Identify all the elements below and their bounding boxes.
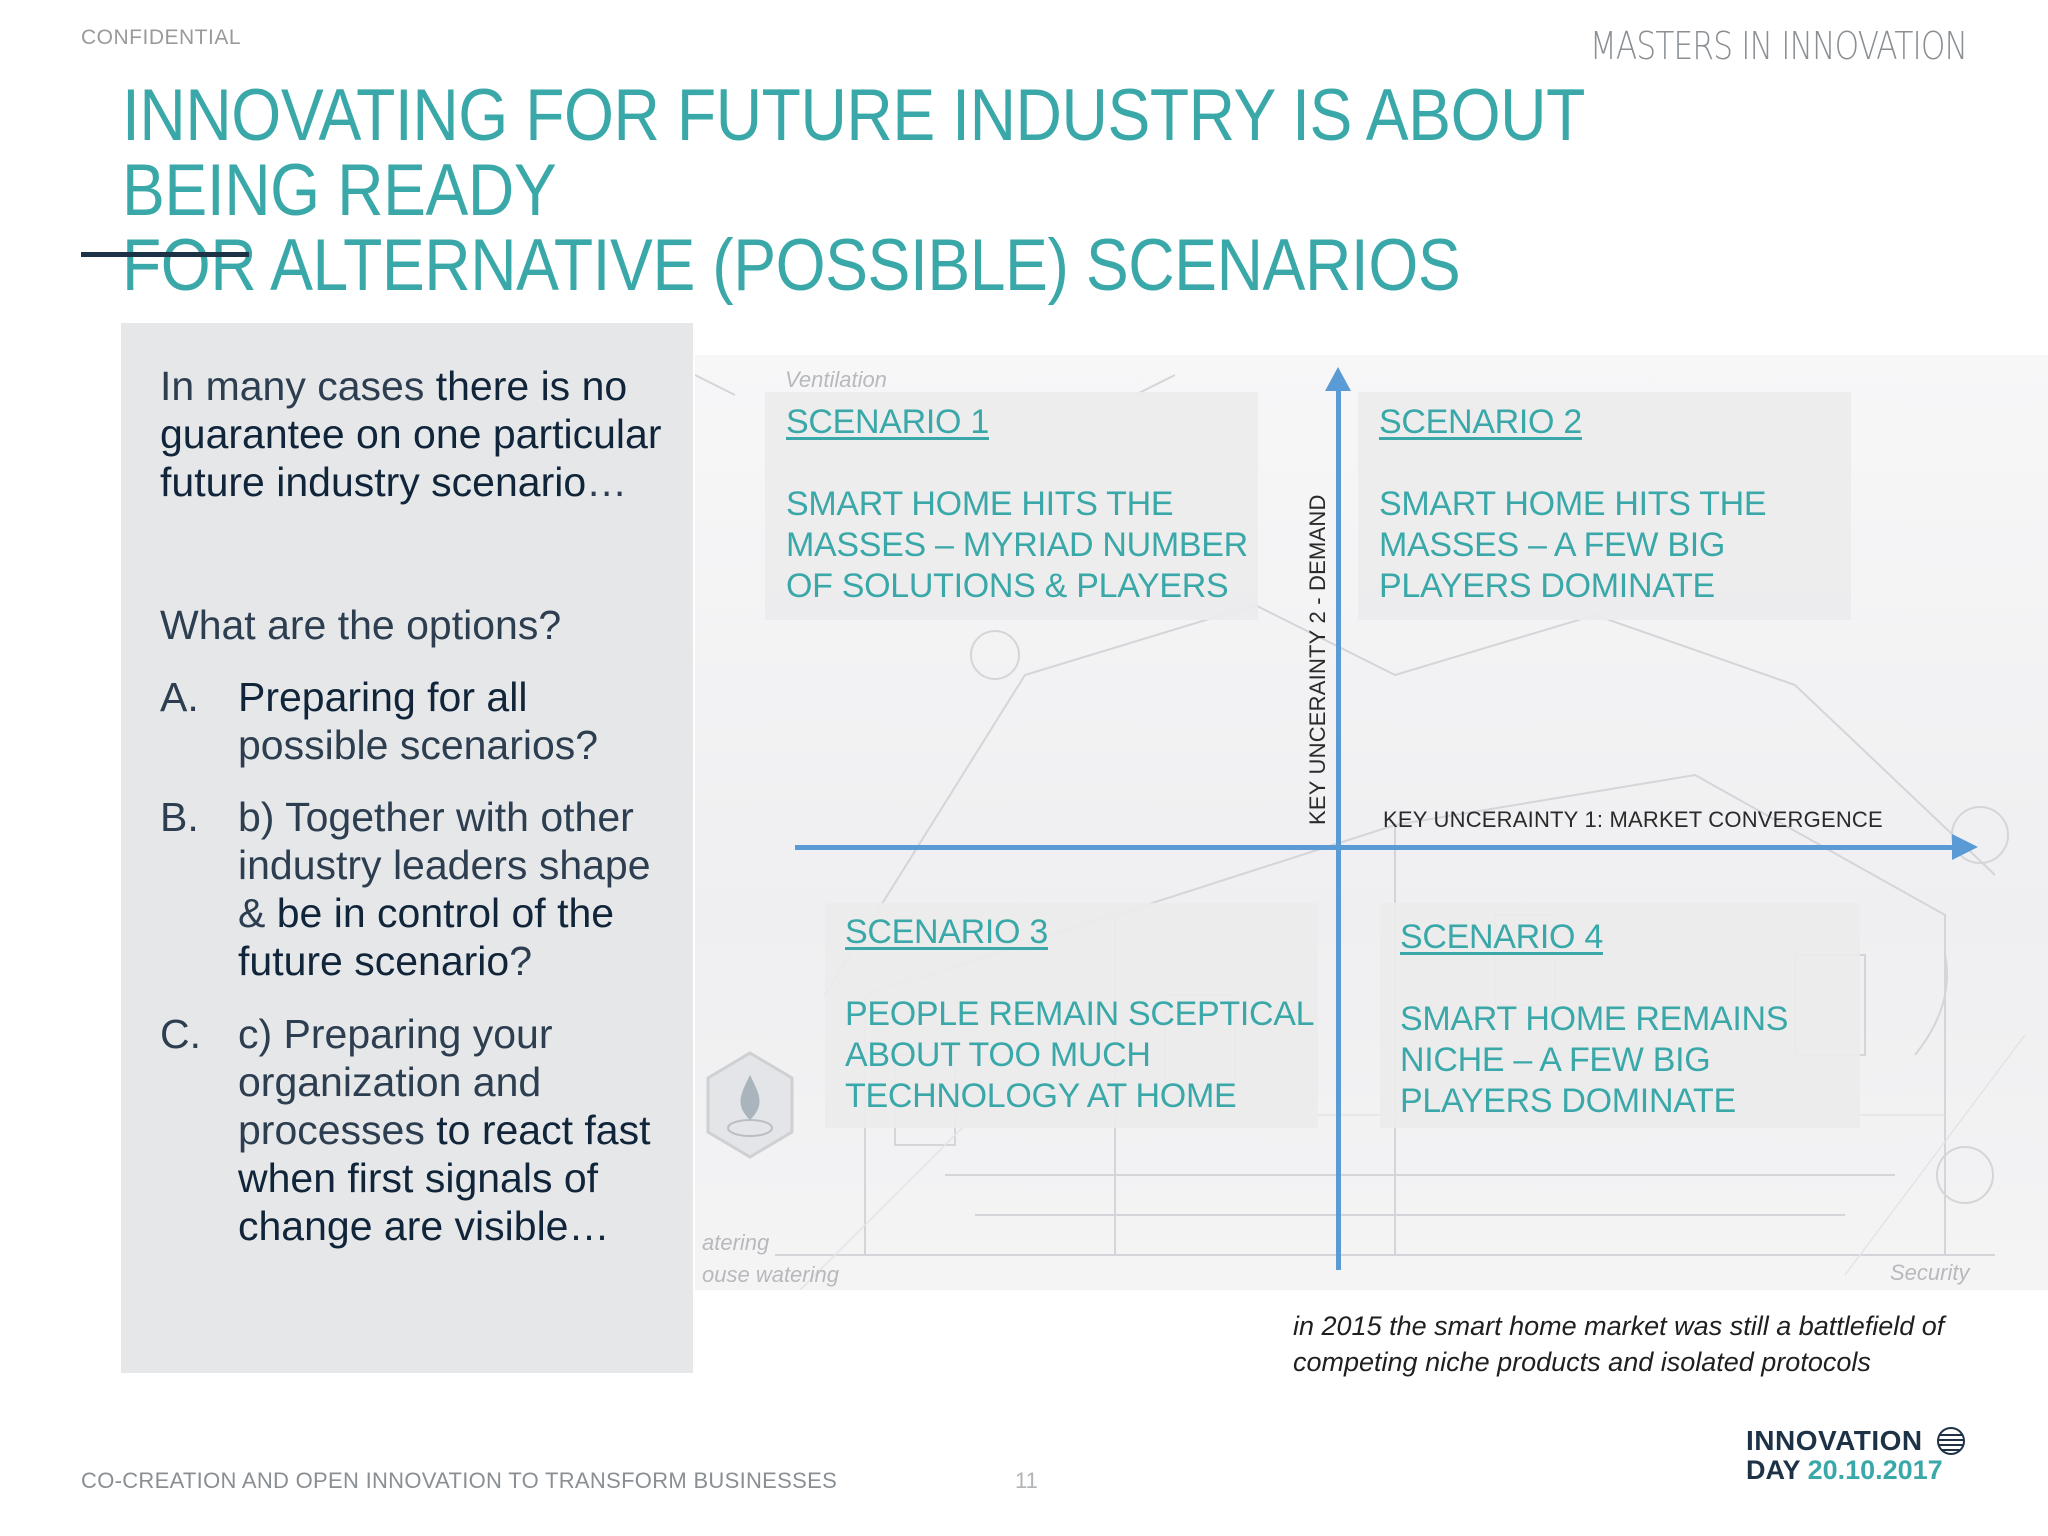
scenario-1-line: SMART HOME HITS THE xyxy=(786,485,1174,523)
option-b-emphasis: be in control of the future scenario xyxy=(238,890,615,984)
axis-market-convergence xyxy=(795,845,1955,850)
option-a-letter: A. xyxy=(160,674,199,720)
caption-line: competing niche products and isolated pr… xyxy=(1293,1347,1871,1377)
scenario-2-desc: SMART HOME HITS THE MASSES – A FEW BIG P… xyxy=(1379,484,1767,607)
scenario-2-line: PLAYERS DOMINATE xyxy=(1379,567,1715,605)
scenario-2-line: MASSES – A FEW BIG xyxy=(1379,526,1726,564)
diagram-caption: in 2015 the smart home market was still … xyxy=(1293,1308,1993,1380)
option-c-letter: C. xyxy=(160,1011,201,1057)
left-text-panel xyxy=(121,323,693,1373)
intro-emphasis: there is no guarantee on one particular … xyxy=(160,363,662,505)
bg-label-watering: atering xyxy=(702,1230,770,1255)
intro-paragraph: In many cases there is no guarantee on o… xyxy=(160,362,680,506)
scenario-1-box xyxy=(765,392,1258,620)
axis-y-label: KEY UNCERAINTY 2 - DEMAND xyxy=(1305,494,1330,825)
bg-label-house-watering: ouse watering xyxy=(702,1262,839,1287)
axis-x-label: KEY UNCERAINTY 1: MARKET CONVERGENCE xyxy=(1383,807,1883,832)
innovation-day-logo: INNOVATION DAY 20.10.2017 xyxy=(1746,1425,1943,1485)
footer-tagline: CO-CREATION AND OPEN INNOVATION TO TRANS… xyxy=(81,1468,838,1493)
scenario-3-desc: PEOPLE REMAIN SCEPTICAL ABOUT TOO MUCH T… xyxy=(845,994,1315,1117)
option-c-text: c) Preparing your organization and proce… xyxy=(238,1010,678,1250)
title-underline xyxy=(81,252,249,257)
water-drop-hex-icon xyxy=(706,1051,794,1159)
options-question: What are the options? xyxy=(160,602,562,648)
scenario-4-line: NICHE – A FEW BIG xyxy=(1400,1041,1711,1079)
option-b-lead: b) Together with other industry leaders … xyxy=(238,794,651,936)
scenario-3-line: PEOPLE REMAIN SCEPTICAL xyxy=(845,995,1315,1033)
option-c-lead: c) Preparing your organization and proce… xyxy=(238,1011,553,1153)
option-a-emphasis: Preparing for all xyxy=(238,674,528,720)
scenario-2-title: SCENARIO 2 xyxy=(1379,403,1582,441)
option-c-emphasis: to react fast when first signals of chan… xyxy=(238,1107,651,1249)
scenario-3-title: SCENARIO 3 xyxy=(845,913,1048,951)
page-number: 11 xyxy=(1015,1468,1038,1493)
scenario-4-line: SMART HOME REMAINS xyxy=(1400,1000,1789,1038)
scenario-2-line: SMART HOME HITS THE xyxy=(1379,485,1767,523)
confidential-label: CONFIDENTIAL xyxy=(81,26,242,49)
intro-ellipsis: … xyxy=(586,459,628,505)
scenario-4-line: PLAYERS DOMINATE xyxy=(1400,1082,1736,1120)
bg-label-ventilation: Ventilation xyxy=(785,367,887,392)
scenario-1-desc: SMART HOME HITS THE MASSES – MYRIAD NUMB… xyxy=(786,484,1248,607)
axis-demand-arrow-icon xyxy=(1325,367,1351,391)
title-line-2: FOR ALTERNATIVE (POSSIBLE) SCENARIOS xyxy=(122,225,1461,306)
axis-market-arrow-icon xyxy=(1952,834,1978,860)
intro-lead: In many cases xyxy=(160,363,436,409)
logo-line-1: INNOVATION xyxy=(1746,1425,1923,1456)
caption-line: in 2015 the smart home market was still … xyxy=(1293,1311,1945,1341)
bg-label-security: Security xyxy=(1890,1260,1970,1285)
scenario-2-box xyxy=(1358,392,1851,620)
scenario-3-line: ABOUT TOO MUCH xyxy=(845,1036,1151,1074)
brand-wordmark: MASTERS IN INNOVATION xyxy=(1589,24,1968,68)
scenario-4-title: SCENARIO 4 xyxy=(1400,918,1603,956)
logo-line-2: DAY 20.10.2017 xyxy=(1746,1456,1943,1484)
slide-title: INNOVATING FOR FUTURE INDUSTRY IS ABOUT … xyxy=(122,78,1776,303)
scenario-4-box xyxy=(1380,903,1860,1128)
scenario-1-title: SCENARIO 1 xyxy=(786,403,989,441)
logo-day: DAY xyxy=(1746,1455,1801,1485)
scenario-4-desc: SMART HOME REMAINS NICHE – A FEW BIG PLA… xyxy=(1400,999,1788,1122)
scenario-3-box xyxy=(825,903,1318,1128)
axis-demand xyxy=(1336,380,1341,1270)
option-b-end: ? xyxy=(509,938,533,984)
scenario-1-line: MASSES – MYRIAD NUMBER xyxy=(786,526,1248,564)
scenario-1-line: OF SOLUTIONS & PLAYERS xyxy=(786,567,1229,605)
option-b-text: b) Together with other industry leaders … xyxy=(238,793,678,985)
title-line-1: INNOVATING FOR FUTURE INDUSTRY IS ABOUT … xyxy=(122,75,1584,231)
logo-date: 20.10.2017 xyxy=(1807,1455,1943,1485)
globe-icon xyxy=(1937,1427,1965,1455)
option-a-text: Preparing for all possible scenarios? xyxy=(238,673,678,769)
scenario-3-line: TECHNOLOGY AT HOME xyxy=(845,1077,1237,1115)
option-b-letter: B. xyxy=(160,794,199,840)
option-a-rest: possible scenarios? xyxy=(238,722,599,768)
